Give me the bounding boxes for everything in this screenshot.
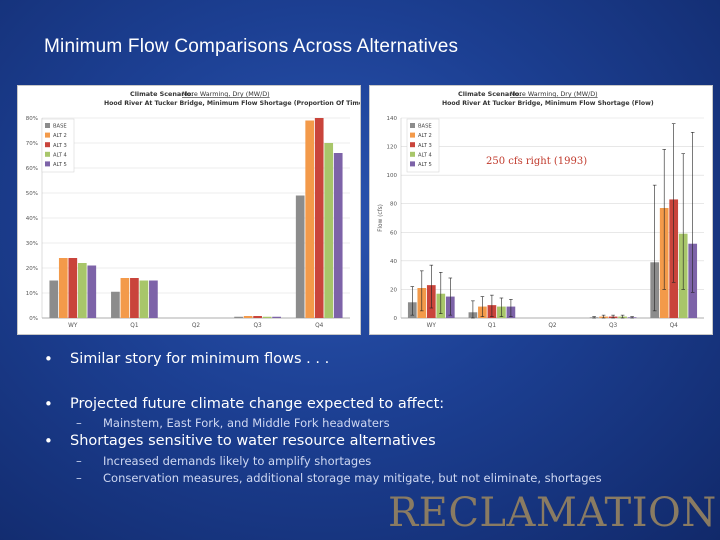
legend-label: ALT 2: [53, 133, 67, 139]
y-tick-label: 30%: [26, 241, 38, 247]
scenario-label: Climate Scenario:: [130, 90, 194, 98]
bar-base-q3: [234, 316, 243, 318]
sub-bullet-text: Increased demands likely to amplify shor…: [103, 454, 372, 468]
bar-alt5-q3: [272, 316, 281, 318]
y-tick-label: 60: [390, 230, 397, 236]
bar-base-wy: [49, 280, 59, 318]
x-tick-label: Q3: [253, 323, 262, 329]
legend-label: BASE: [418, 124, 432, 130]
y-tick-label: 80: [390, 202, 397, 208]
x-tick-label: Q1: [488, 323, 497, 329]
y-tick-label: 0%: [29, 316, 38, 322]
x-tick-label: Q3: [609, 323, 618, 329]
y-tick-label: 40%: [26, 216, 38, 222]
sub-bullet-marker: –: [76, 471, 82, 485]
bullet-text: Projected future climate change expected…: [70, 396, 445, 412]
sub-bullet-marker: –: [76, 454, 82, 468]
legend-label: ALT 3: [53, 143, 67, 149]
legend-swatch: [45, 123, 50, 128]
scenario-label: Climate Scenario:: [458, 90, 522, 98]
legend: BASE ALT 2 ALT 3 ALT 4 ALT 5: [41, 118, 75, 173]
bar-alt2-wy: [58, 258, 68, 318]
bar-alt5-q4: [333, 153, 343, 318]
x-tick-label: Q2: [192, 323, 201, 329]
y-tick-label: 70%: [26, 141, 38, 147]
x-tick-label: Q4: [670, 323, 679, 329]
bullet-marker: •: [44, 350, 53, 368]
y-tick-label: 120: [387, 145, 398, 151]
x-tick-label: Q2: [548, 323, 557, 329]
legend-swatch: [410, 132, 415, 138]
legend-swatch: [45, 151, 50, 157]
legend-swatch: [410, 161, 415, 167]
bullet-text: Shortages sensitive to water resource al…: [70, 433, 436, 449]
x-tick-label: WY: [427, 323, 437, 329]
legend-label: ALT 5: [418, 162, 432, 168]
y-tick-label: 40: [390, 259, 397, 265]
legend-label: ALT 4: [418, 152, 433, 158]
bullet-text: Similar story for minimum flows . . .: [70, 351, 330, 367]
bar-base-q4: [295, 195, 305, 318]
y-tick-label: 100: [387, 173, 398, 179]
x-tick-label: Q4: [315, 323, 324, 329]
sub-bullet-text: Conservation measures, additional storag…: [103, 471, 602, 485]
legend-swatch: [45, 161, 50, 167]
flow-chart-panel: Climate Scenario: More Warming, Dry (MW/D…: [369, 85, 713, 335]
legend-label: ALT 2: [418, 133, 432, 139]
chart-title: Hood River At Tucker Bridge, Minimum Flo…: [442, 100, 654, 107]
bar-alt5-q1: [149, 280, 158, 318]
bar-alt4-q1: [139, 280, 149, 318]
legend-swatch: [410, 123, 415, 128]
y-tick-label: 10%: [26, 291, 38, 297]
y-tick-label: 20%: [26, 266, 38, 272]
scenario-name: More Warming, Dry (MW/D): [510, 90, 598, 98]
legend-swatch: [45, 142, 50, 148]
bar-alt3-q3: [253, 316, 262, 318]
y-tick-label: 0: [394, 316, 398, 322]
sub-bullet-text: Mainstem, East Fork, and Middle Fork hea…: [103, 416, 390, 430]
reclamation-logo: RECLAMATION: [388, 490, 717, 536]
scenario-name: More Warming, Dry (MW/D): [182, 90, 270, 98]
bar-base-q1: [111, 291, 120, 318]
sub-bullet-marker: –: [76, 416, 82, 430]
bar-alt4-q4: [324, 143, 334, 318]
bar-alt3-q4: [314, 118, 324, 318]
bar-alt2-q3: [243, 316, 253, 318]
bar-alt3-q1: [130, 278, 139, 318]
proportion-chart-panel: Climate Scenario: More Warming, Dry (MW/D…: [17, 85, 361, 335]
bar-alt2-q1: [120, 278, 130, 318]
chart-annotation: 250 cfs right (1993): [486, 156, 587, 167]
legend-swatch: [410, 142, 415, 148]
bar-alt4-wy: [77, 263, 87, 318]
bar-alt3-wy: [68, 258, 78, 318]
bar-alt2-q4: [305, 120, 315, 318]
proportion-chart: Climate Scenario:More Warming, Dry (MW/D…: [26, 90, 360, 329]
legend-label: ALT 5: [53, 162, 67, 168]
y-tick-label: 140: [387, 116, 398, 122]
bar-alt5-wy: [87, 265, 97, 318]
legend: BASE ALT 2 ALT 3 ALT 4 ALT 5: [406, 118, 440, 173]
legend-label: ALT 4: [53, 152, 68, 158]
chart-title: Hood River At Tucker Bridge, Minimum Flo…: [104, 100, 360, 107]
legend-label: ALT 3: [418, 143, 432, 149]
slide-title: Minimum Flow Comparisons Across Alternat…: [44, 36, 459, 57]
x-tick-label: Q1: [130, 323, 139, 329]
bullet-marker: •: [44, 432, 53, 450]
y-tick-label: 20: [390, 287, 397, 293]
y-tick-label: 80%: [26, 116, 38, 122]
x-tick-label: WY: [68, 323, 78, 329]
legend-swatch: [410, 151, 415, 157]
y-axis-label: Flow (cfs): [378, 204, 384, 232]
legend-label: BASE: [53, 124, 67, 130]
y-tick-label: 60%: [26, 166, 38, 172]
legend-swatch: [45, 132, 50, 138]
y-tick-label: 50%: [26, 191, 38, 197]
flow-chart: Climate Scenario:More Warming, Dry (MW/D…: [378, 90, 704, 329]
bullet-marker: •: [44, 395, 53, 413]
bar-alt4-q3: [262, 316, 272, 318]
